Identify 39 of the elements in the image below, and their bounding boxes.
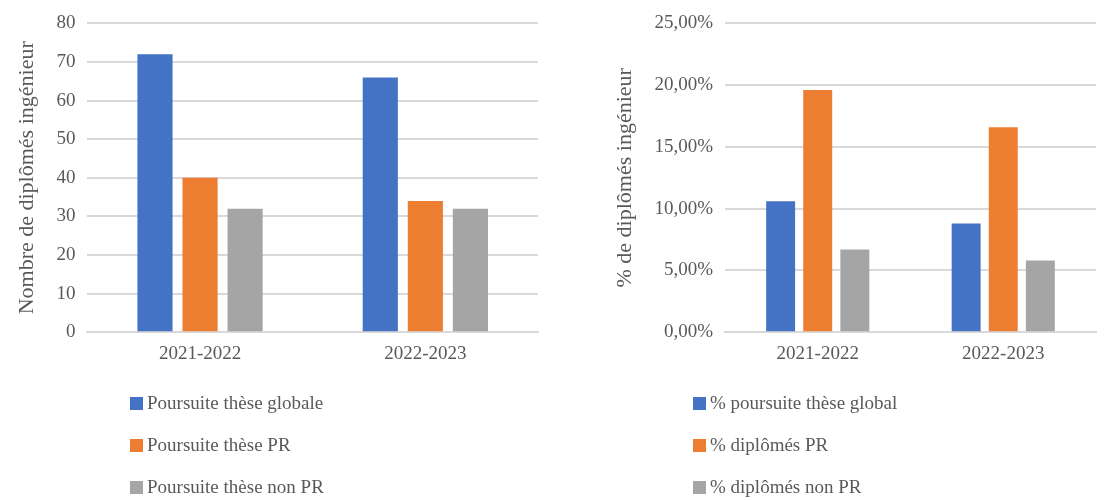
y-tick-label: 10,00%: [654, 196, 714, 218]
bar: [407, 200, 443, 332]
legend-label: % diplômés PR: [710, 434, 829, 456]
y-axis-title: Nombre de diplômés ingénieur: [12, 40, 38, 315]
bar: [182, 177, 218, 332]
bar: [452, 208, 488, 332]
legend-label: Poursuite thèse non PR: [147, 476, 324, 498]
y-tick-label: 60: [56, 88, 76, 110]
legend-label: Poursuite thèse globale: [147, 392, 324, 414]
bar: [362, 77, 398, 332]
legend-label: Poursuite thèse PR: [147, 434, 291, 456]
y-tick-label: 5,00%: [663, 258, 714, 280]
y-tick-label: 0: [65, 320, 76, 342]
x-tick-label: 2022-2023: [962, 341, 1045, 363]
y-tick-label: 25,00%: [654, 11, 714, 33]
bar: [1025, 260, 1055, 332]
bar: [803, 90, 833, 332]
y-axis-title: % de diplômés ingénieur: [610, 67, 636, 288]
x-tick-label: 2022-2023: [384, 341, 467, 363]
bar: [227, 208, 263, 332]
y-tick-label: 20,00%: [654, 73, 714, 95]
y-tick-label: 10: [56, 281, 76, 303]
bar: [766, 201, 796, 332]
y-tick-label: 50: [56, 127, 76, 149]
bar: [840, 249, 870, 332]
y-tick-label: 70: [56, 49, 76, 71]
bar: [137, 54, 173, 332]
x-tick-label: 2021-2022: [776, 341, 859, 363]
y-tick-label: 40: [56, 165, 76, 187]
legend-label: % poursuite thèse global: [710, 392, 898, 414]
y-tick-label: 0,00%: [663, 320, 714, 342]
y-tick-label: 30: [56, 204, 76, 226]
bar: [988, 127, 1018, 332]
bar: [951, 223, 981, 332]
y-tick-label: 20: [56, 242, 76, 264]
x-tick-label: 2021-2022: [158, 341, 242, 363]
y-tick-label: 80: [56, 11, 76, 33]
y-tick-label: 15,00%: [654, 134, 714, 156]
legend-label: % diplômés non PR: [710, 476, 862, 498]
